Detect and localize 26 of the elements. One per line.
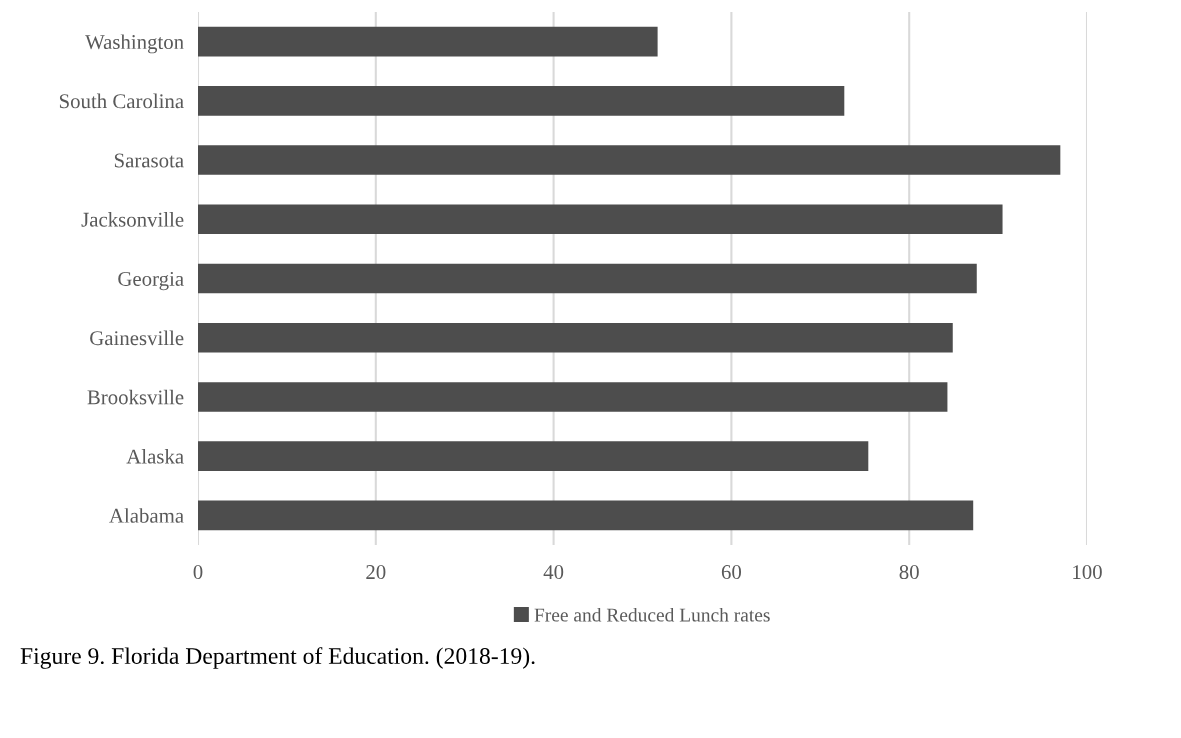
caption: Figure 9. Florida Department of Education. (2018-19). xyxy=(20,647,535,669)
y-tick-label: Georgia xyxy=(118,271,184,291)
y-tick-label: South Carolina xyxy=(59,93,184,109)
legend-label: Free and Reduced Lunch rates xyxy=(534,607,770,622)
y-tick-label: Alabama xyxy=(109,508,184,523)
y-tick-label: Washington xyxy=(85,34,184,54)
x-tick-label: 100 xyxy=(1073,565,1102,580)
bar xyxy=(198,382,948,412)
y-tick-label: Alaska xyxy=(126,448,184,464)
bar xyxy=(198,26,658,57)
y-tick-label: Brooksville xyxy=(87,389,184,405)
x-tick-label: 0 xyxy=(193,565,203,580)
bar xyxy=(198,441,869,471)
x-tick-label: 20 xyxy=(366,565,386,580)
bar xyxy=(198,86,845,116)
x-tick-label: 40 xyxy=(543,565,564,580)
bar xyxy=(198,322,953,353)
y-tick-label: Jacksonville xyxy=(81,212,184,227)
y-tick-label: Gainesville xyxy=(90,330,184,346)
bar xyxy=(198,500,974,531)
bar xyxy=(198,145,1061,175)
bar xyxy=(198,263,977,294)
x-tick-label: 80 xyxy=(899,565,919,580)
y-tick-label: Sarasota xyxy=(114,153,184,168)
bar xyxy=(198,204,1003,235)
x-tick-label: 60 xyxy=(721,565,742,580)
